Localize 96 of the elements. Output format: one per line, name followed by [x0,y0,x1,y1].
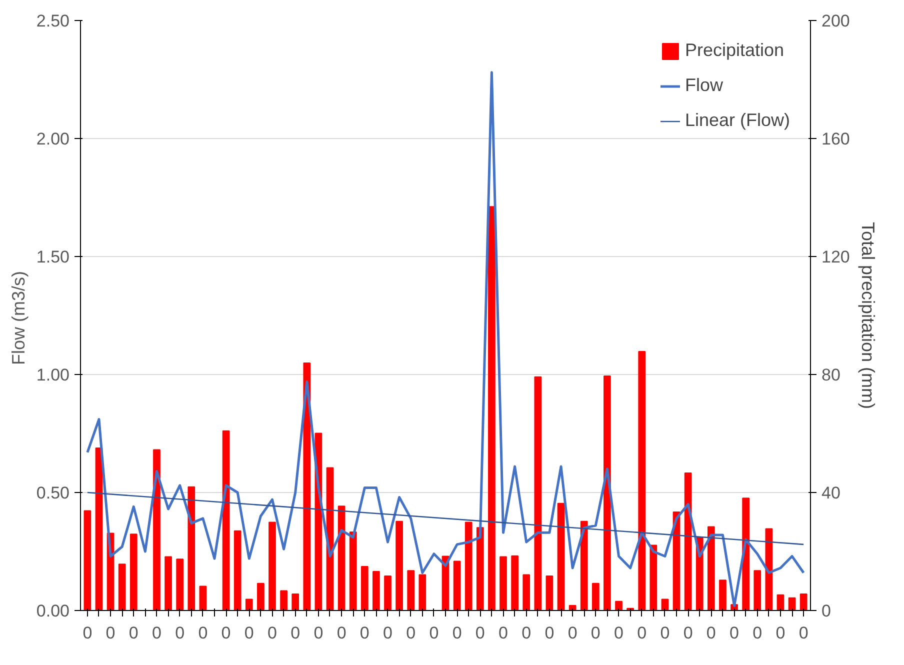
x-tick-label: 0 [637,624,647,642]
bar [153,449,160,610]
bar [800,593,808,610]
y-axis-title: Flow (m3/s) [8,271,28,365]
y-tick-label: 0.00 [36,602,70,620]
bar [522,574,530,610]
bar [650,544,658,610]
bar [788,597,796,610]
legend-label: Linear (Flow) [684,110,790,131]
bar [245,598,253,610]
x-tick-label: 0 [360,624,370,642]
y-tick-label: 1.50 [36,248,70,266]
x-tick-label: 0 [175,624,185,642]
legend-label: Precipitation [684,40,784,61]
x-tick-label: 0 [776,624,786,642]
bar [95,447,103,610]
x-tick-label: 0 [498,624,508,642]
y2-tick-label: 160 [822,130,850,148]
bar [130,534,138,610]
bar [534,376,542,610]
bar [349,532,357,610]
bar [199,586,207,610]
x-tick-label: 0 [314,624,324,642]
bar [396,520,403,610]
x-tick-label: 0 [82,624,92,642]
bar [407,570,415,610]
y2-tick-label: 0 [822,602,831,620]
x-tick-label: 0 [730,624,740,642]
x-tick-label: 0 [383,624,392,642]
bar [164,556,172,610]
y2-tick-label: 200 [822,12,850,30]
y2-tick-label: 40 [822,484,840,502]
bar [580,520,588,610]
x-tick-label: 0 [268,624,277,642]
bar [765,528,773,610]
bar [500,556,507,610]
bar [476,527,484,610]
bar [719,580,726,610]
y-tick-label: 0.50 [36,484,70,502]
bar [418,574,426,610]
bar [557,502,565,610]
bar [604,375,611,610]
x-tick-label: 0 [752,624,762,642]
legend-label: Flow [684,75,723,96]
x-tick-label: 0 [522,624,532,642]
x-tick-label: 0 [475,624,485,642]
y-tick-label: 2.50 [36,12,70,30]
bar [453,560,461,610]
bar [292,593,300,610]
bar [776,594,784,610]
bar [257,582,264,610]
bar [268,522,276,610]
bar [511,555,518,610]
bar [488,206,496,610]
x-tick-label: 0 [683,624,693,642]
x-tick-label: 0 [798,624,808,642]
bar [754,570,762,610]
bar [188,486,196,610]
x-tick-label: 0 [406,624,416,642]
x-tick-label: 0 [614,624,624,642]
x-tick-label: 0 [244,624,254,642]
x-tick-label: 0 [128,624,138,642]
x-tick-label: 0 [336,624,346,642]
x-tick-label: 0 [660,624,670,642]
x-tick-label: 0 [106,624,116,642]
x-tick-label: 0 [152,624,162,642]
x-tick-label: 0 [198,624,208,642]
bar [742,498,750,610]
y2-tick-label: 80 [822,366,840,384]
bar [234,530,242,610]
x-tick-label: 0 [590,624,600,642]
x-tick-label: 0 [290,624,300,642]
x-tick-label: 0 [221,624,231,642]
x-tick-label: 0 [706,624,716,642]
bar [615,600,622,610]
bar [176,558,184,610]
y-tick-label: 1.00 [36,366,70,384]
bar [592,582,600,610]
y2-axis-title: Total precipitation (mm) [858,222,878,410]
bar [384,575,392,610]
y2-tick-label: 120 [822,248,850,266]
x-tick-label: 0 [568,624,578,642]
bar [707,526,715,610]
bar [84,510,92,610]
bar [546,575,554,610]
bar [372,571,380,610]
bar [280,590,288,610]
x-tick-label: 0 [429,624,439,642]
bar [464,522,472,610]
y-tick-label: 2.00 [36,130,70,148]
x-tick-label: 0 [452,624,462,642]
bar [360,566,368,610]
bar [118,564,126,610]
bar [638,350,646,610]
x-tick-label: 0 [544,624,554,642]
line-series [86,71,805,608]
